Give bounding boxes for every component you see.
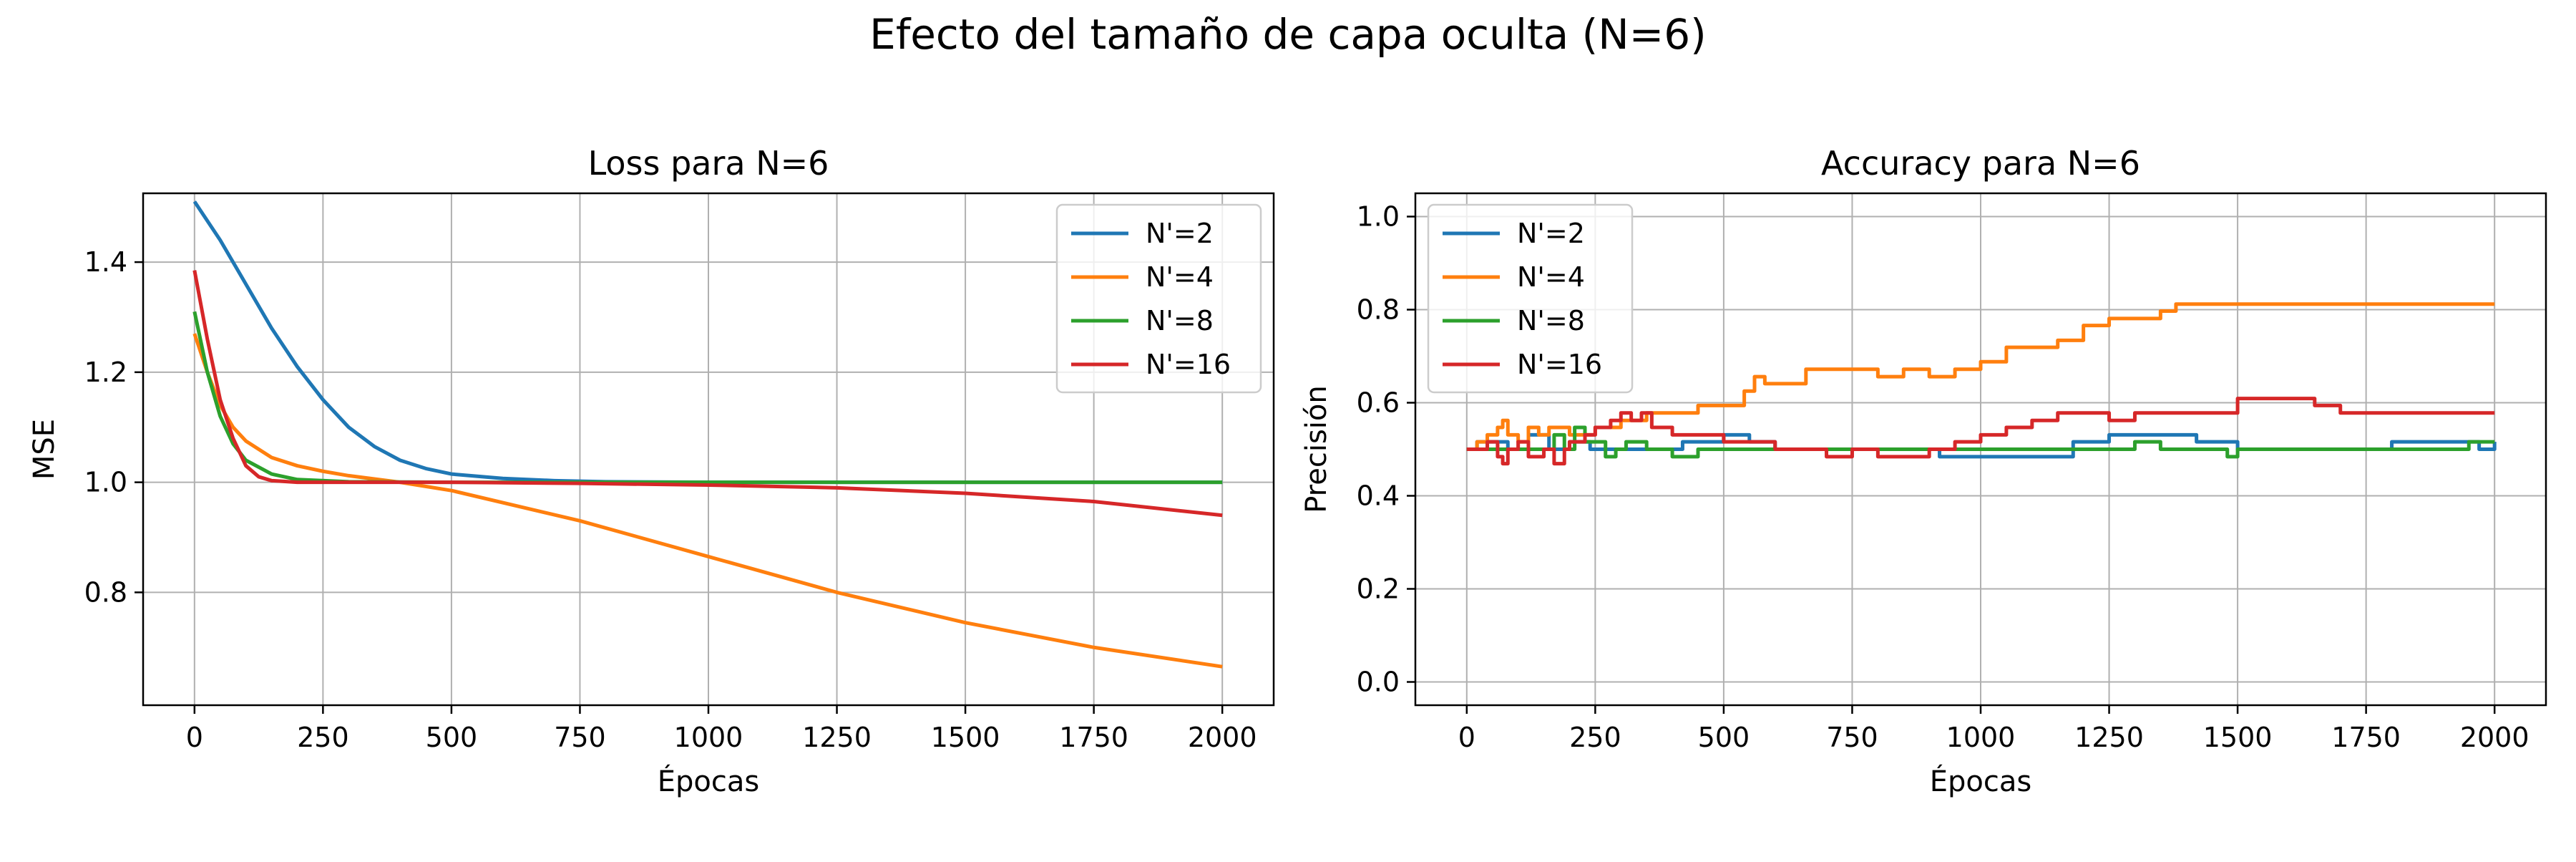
y-tick-label: 0.2 xyxy=(1357,573,1400,605)
y-tick-label: 1.0 xyxy=(1357,201,1400,233)
chart-title: Loss para N=6 xyxy=(588,144,829,183)
series-line-N'=4 xyxy=(1466,302,2495,451)
legend: N'=2 N'=4 N'=8 N'=16 xyxy=(1055,203,1262,394)
legend-box xyxy=(1427,203,1634,394)
legend-label: N'=16 xyxy=(1517,349,1602,380)
x-tick-label: 500 xyxy=(1698,722,1750,753)
x-tick-label: 250 xyxy=(1569,722,1621,753)
x-tick-label: 0 xyxy=(186,722,203,753)
chart-panel-1: 0 250 500 750 1000 1250 1500 1750 2000 0.8 1.0 1.2 1… xyxy=(28,144,1275,798)
x-tick-label: 1000 xyxy=(1946,722,2016,753)
x-tick-label: 750 xyxy=(1826,722,1878,753)
y-tick-label: 1.0 xyxy=(84,467,127,498)
x-tick-label: 1750 xyxy=(1059,722,1128,753)
x-tick-label: 1500 xyxy=(2203,722,2273,753)
y-tick-label: 1.4 xyxy=(84,246,127,278)
legend-label: N'=4 xyxy=(1517,261,1585,293)
chart-panel-2: 0 250 500 750 1000 1250 1500 1750 2000 0.0 0.2 0.4 0… xyxy=(1300,144,2547,798)
x-tick-label: 2000 xyxy=(1188,722,1257,753)
y-tick-label: 0.8 xyxy=(1357,294,1400,326)
legend-box xyxy=(1055,203,1262,394)
legend-label: N'=16 xyxy=(1146,349,1231,380)
series-line-N'=16 xyxy=(1466,397,2495,466)
y-axis-label: Precisión xyxy=(1300,385,1333,513)
series-line-N'=8 xyxy=(1466,425,2495,459)
legend-label: N'=8 xyxy=(1517,305,1585,336)
x-tick-label: 1250 xyxy=(802,722,872,753)
y-tick-label: 0.4 xyxy=(1357,480,1400,512)
series-line-N'=16 xyxy=(192,270,1223,518)
x-tick-label: 250 xyxy=(297,722,349,753)
x-axis-label: Épocas xyxy=(658,764,759,798)
x-axis-label: Épocas xyxy=(1930,764,2031,798)
x-tick-label: 500 xyxy=(426,722,478,753)
y-tick-label: 0.8 xyxy=(84,576,127,608)
legend-label: N'=2 xyxy=(1146,218,1214,249)
legend-label: N'=4 xyxy=(1146,261,1214,293)
x-tick-label: 1000 xyxy=(674,722,743,753)
x-tick-label: 1750 xyxy=(2331,722,2401,753)
x-tick-label: 1250 xyxy=(2074,722,2144,753)
x-tick-label: 0 xyxy=(1458,722,1475,753)
x-tick-label: 1500 xyxy=(931,722,1000,753)
legend: N'=2 N'=4 N'=8 N'=16 xyxy=(1427,203,1634,394)
x-tick-label: 2000 xyxy=(2460,722,2529,753)
chart-title: Accuracy para N=6 xyxy=(1821,144,2140,183)
figure-title: Efecto del tamaño de capa oculta (N=6) xyxy=(869,10,1707,59)
y-axis-label: MSE xyxy=(28,419,61,480)
x-tick-label: 750 xyxy=(554,722,606,753)
y-tick-label: 0.6 xyxy=(1357,387,1400,419)
y-tick-label: 1.2 xyxy=(84,357,127,388)
legend-label: N'=2 xyxy=(1517,218,1585,249)
y-tick-label: 0.0 xyxy=(1357,667,1400,698)
legend-label: N'=8 xyxy=(1146,305,1214,336)
